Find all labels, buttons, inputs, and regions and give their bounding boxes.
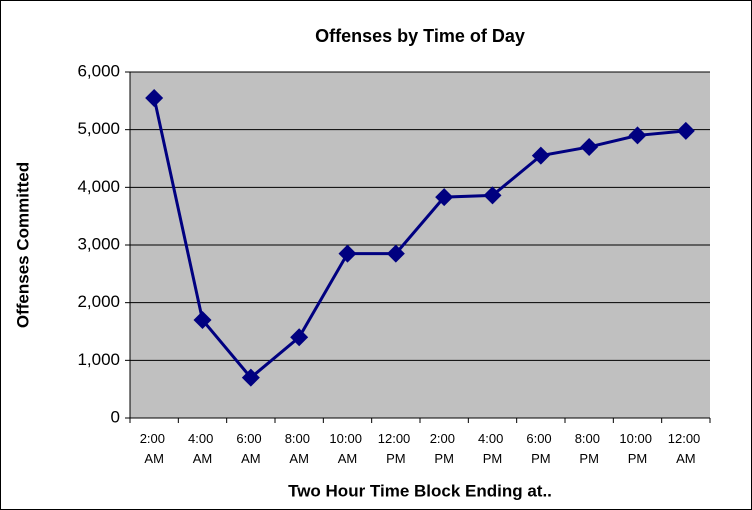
x-tick-label: 2:00 AM — [140, 431, 169, 466]
x-tick-label: 4:00 PM — [478, 431, 507, 466]
x-tick-label: 6:00 PM — [526, 431, 555, 466]
marker — [145, 88, 164, 107]
y-tick-label: 6,000 — [77, 61, 120, 80]
x-tick-label: 12:00 PM — [378, 431, 414, 466]
marker — [676, 121, 695, 140]
y-tick-label: 0 — [111, 407, 120, 426]
y-axis-label: Offenses Committed — [13, 162, 32, 328]
x-axis-label: Two Hour Time Block Ending at.. — [288, 481, 552, 500]
x-tick-label: 6:00 AM — [236, 431, 265, 466]
marker — [628, 126, 647, 145]
y-tick-label: 5,000 — [77, 119, 120, 138]
marker — [290, 328, 309, 347]
y-tick-label: 4,000 — [77, 177, 120, 196]
marker — [386, 244, 405, 263]
y-tick-label: 1,000 — [77, 350, 120, 369]
y-tick-label: 2,000 — [77, 292, 120, 311]
x-tick-label: 10:00 PM — [619, 431, 655, 466]
x-tick-label: 12:00 AM — [668, 431, 704, 466]
x-tick-label: 8:00 AM — [285, 431, 314, 466]
x-tick-label: 2:00 PM — [430, 431, 459, 466]
marker — [531, 146, 550, 165]
x-tick-label: 8:00 PM — [575, 431, 604, 466]
y-tick-label: 3,000 — [77, 234, 120, 253]
marker — [241, 368, 260, 387]
marker — [435, 188, 454, 207]
marker — [193, 310, 212, 329]
x-tick-label: 4:00 AM — [188, 431, 217, 466]
marker — [483, 186, 502, 205]
line — [152, 97, 686, 380]
marker — [580, 137, 599, 156]
chart-title: Offenses by Time of Day — [315, 26, 525, 46]
x-tick-label: 10:00 AM — [329, 431, 365, 466]
marker — [338, 244, 357, 263]
